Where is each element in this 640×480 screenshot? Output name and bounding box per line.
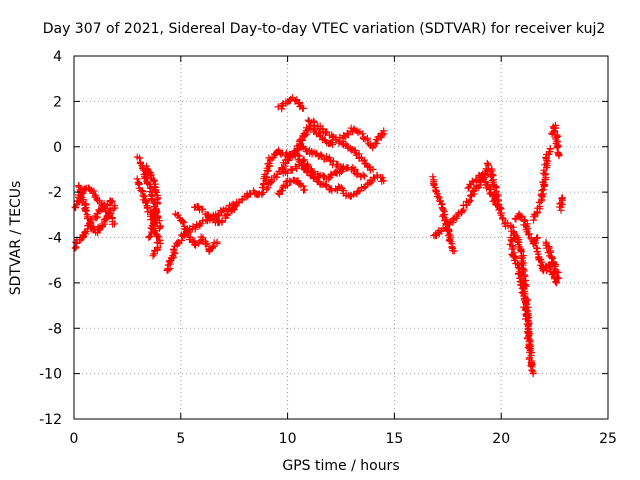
x-tick-label-0: 0 <box>70 431 79 447</box>
y-tick-label-2: -8 <box>48 321 62 337</box>
x-tick-labels: 0 5 10 15 20 25 <box>70 431 617 447</box>
x-tick-label-4: 20 <box>492 431 510 447</box>
plus-markers <box>71 94 566 378</box>
axis-ticks <box>73 55 609 420</box>
x-axis-label: GPS time / hours <box>282 458 399 474</box>
x-tick-label-2: 10 <box>279 431 297 447</box>
y-tick-labels: -12 -10 -8 -6 -4 -2 0 2 4 <box>39 49 62 428</box>
y-axis-label: SDTVAR / TECUs <box>8 181 24 296</box>
y-tick-label-5: -2 <box>48 185 62 201</box>
y-tick-label-1: -10 <box>39 367 62 383</box>
x-tick-label-5: 25 <box>599 431 617 447</box>
y-tick-label-0: -12 <box>39 412 62 428</box>
data-points <box>71 94 566 378</box>
y-tick-label-4: -4 <box>48 231 62 247</box>
x-tick-label-3: 15 <box>385 431 403 447</box>
y-tick-label-6: 0 <box>53 140 62 156</box>
chart-title: Day 307 of 2021, Sidereal Day-to-day VTE… <box>43 21 606 37</box>
x-tick-label-1: 5 <box>176 431 185 447</box>
grid-lines <box>74 56 608 419</box>
y-tick-label-7: 2 <box>53 94 62 110</box>
y-tick-label-3: -6 <box>48 276 62 292</box>
y-tick-label-8: 4 <box>53 49 62 65</box>
